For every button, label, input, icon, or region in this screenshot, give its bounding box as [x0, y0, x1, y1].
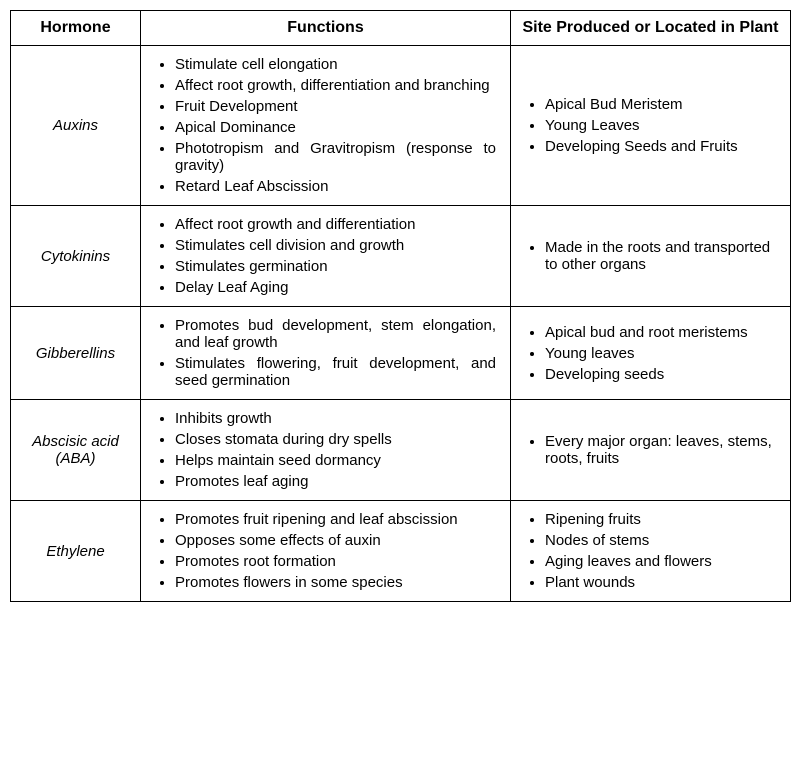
functions-list: Promotes bud development, stem elongatio…	[147, 315, 496, 391]
site-cell: Every major organ: leaves, stems, roots,…	[511, 400, 791, 501]
function-item: Helps maintain seed dormancy	[175, 450, 496, 471]
function-item: Fruit Development	[175, 96, 496, 117]
functions-list: Promotes fruit ripening and leaf absciss…	[147, 509, 496, 593]
function-item: Inhibits growth	[175, 408, 496, 429]
site-list: Apical bud and root meristemsYoung leave…	[517, 322, 780, 385]
site-list: Ripening fruitsNodes of stemsAging leave…	[517, 509, 780, 593]
functions-cell: Stimulate cell elongationAffect root gro…	[141, 46, 511, 206]
functions-list: Inhibits growthCloses stomata during dry…	[147, 408, 496, 492]
site-item: Developing Seeds and Fruits	[545, 136, 780, 157]
site-item: Apical bud and root meristems	[545, 322, 780, 343]
site-list: Made in the roots and transported to oth…	[517, 237, 780, 275]
functions-list: Affect root growth and differentiationSt…	[147, 214, 496, 298]
function-item: Closes stomata during dry spells	[175, 429, 496, 450]
site-item: Developing seeds	[545, 364, 780, 385]
function-item: Stimulates cell division and growth	[175, 235, 496, 256]
site-item: Aging leaves and flowers	[545, 551, 780, 572]
hormone-cell: Auxins	[11, 46, 141, 206]
header-site: Site Produced or Located in Plant	[511, 11, 791, 46]
table-row: CytokininsAffect root growth and differe…	[11, 206, 791, 307]
function-item: Phototropism and Gravitropism (response …	[175, 138, 496, 176]
plant-hormones-table: Hormone Functions Site Produced or Locat…	[10, 10, 791, 602]
function-item: Affect root growth and differentiation	[175, 214, 496, 235]
site-item: Ripening fruits	[545, 509, 780, 530]
function-item: Stimulates germination	[175, 256, 496, 277]
site-cell: Apical bud and root meristemsYoung leave…	[511, 307, 791, 400]
function-item: Promotes root formation	[175, 551, 496, 572]
hormone-cell: Ethylene	[11, 501, 141, 602]
site-cell: Made in the roots and transported to oth…	[511, 206, 791, 307]
function-item: Stimulates flowering, fruit development,…	[175, 353, 496, 391]
functions-cell: Affect root growth and differentiationSt…	[141, 206, 511, 307]
table-row: Ethylene Promotes fruit ripening and leaf…	[11, 501, 791, 602]
site-item: Apical Bud Meristem	[545, 94, 780, 115]
functions-cell: Inhibits growthCloses stomata during dry…	[141, 400, 511, 501]
functions-cell: Promotes bud development, stem elongatio…	[141, 307, 511, 400]
table-header-row: Hormone Functions Site Produced or Locat…	[11, 11, 791, 46]
header-functions: Functions	[141, 11, 511, 46]
table-row: Abscisic acid (ABA)Inhibits growthCloses…	[11, 400, 791, 501]
function-item: Retard Leaf Abscission	[175, 176, 496, 197]
functions-cell: Promotes fruit ripening and leaf absciss…	[141, 501, 511, 602]
function-item: Affect root growth, differentiation and …	[175, 75, 496, 96]
function-item: Promotes fruit ripening and leaf absciss…	[175, 509, 496, 530]
function-item: Apical Dominance	[175, 117, 496, 138]
site-item: Made in the roots and transported to oth…	[545, 237, 780, 275]
site-cell: Ripening fruitsNodes of stemsAging leave…	[511, 501, 791, 602]
site-item: Plant wounds	[545, 572, 780, 593]
table-row: AuxinsStimulate cell elongationAffect ro…	[11, 46, 791, 206]
function-item: Stimulate cell elongation	[175, 54, 496, 75]
site-cell: Apical Bud MeristemYoung LeavesDevelopin…	[511, 46, 791, 206]
function-item: Promotes leaf aging	[175, 471, 496, 492]
site-item: Every major organ: leaves, stems, roots,…	[545, 431, 780, 469]
hormone-cell: Cytokinins	[11, 206, 141, 307]
site-list: Apical Bud MeristemYoung LeavesDevelopin…	[517, 94, 780, 157]
table-row: Gibberellins Promotes bud development, st…	[11, 307, 791, 400]
hormone-cell: Abscisic acid (ABA)	[11, 400, 141, 501]
hormone-cell: Gibberellins	[11, 307, 141, 400]
site-item: Nodes of stems	[545, 530, 780, 551]
table-body: AuxinsStimulate cell elongationAffect ro…	[11, 46, 791, 602]
function-item: Promotes bud development, stem elongatio…	[175, 315, 496, 353]
functions-list: Stimulate cell elongationAffect root gro…	[147, 54, 496, 197]
function-item: Opposes some effects of auxin	[175, 530, 496, 551]
function-item: Promotes flowers in some species	[175, 572, 496, 593]
site-list: Every major organ: leaves, stems, roots,…	[517, 431, 780, 469]
function-item: Delay Leaf Aging	[175, 277, 496, 298]
site-item: Young leaves	[545, 343, 780, 364]
header-hormone: Hormone	[11, 11, 141, 46]
site-item: Young Leaves	[545, 115, 780, 136]
